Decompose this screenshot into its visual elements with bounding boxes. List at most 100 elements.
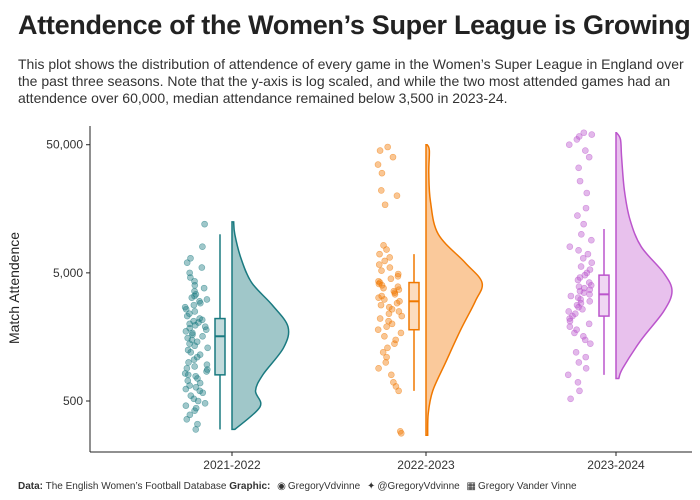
data-point <box>394 270 402 278</box>
data-point <box>183 415 191 423</box>
data-point <box>394 273 402 280</box>
data-point <box>204 344 211 352</box>
data-point <box>200 284 208 292</box>
data-point <box>186 382 193 389</box>
data-point <box>391 340 398 348</box>
data-point <box>191 277 198 285</box>
data-point <box>579 305 586 313</box>
caption-github-handle: GregoryVdvinne <box>287 481 361 492</box>
data-point <box>385 310 393 318</box>
data-point <box>588 236 595 244</box>
data-point <box>201 399 209 407</box>
data-point <box>577 299 585 307</box>
github-icon: ◉ <box>277 481 286 492</box>
caption-twitter-handle: @GregoryVdvinne <box>377 481 460 492</box>
data-point <box>192 291 200 298</box>
data-point <box>183 259 191 267</box>
data-point <box>377 187 385 194</box>
data-point <box>385 317 392 325</box>
data-point <box>575 359 583 366</box>
twitter-icon: ✦ <box>366 481 376 492</box>
data-point <box>376 250 383 258</box>
data-point <box>196 315 203 322</box>
data-point <box>397 429 405 437</box>
data-point <box>199 243 206 251</box>
data-point <box>577 263 585 270</box>
data-point <box>378 169 386 177</box>
data-point <box>191 308 199 315</box>
data-point <box>187 392 195 400</box>
data-point <box>393 192 401 200</box>
data-point <box>190 317 197 325</box>
data-point <box>384 143 391 151</box>
data-point <box>380 242 387 249</box>
data-point <box>187 254 194 262</box>
data-point <box>586 266 594 273</box>
data-point <box>390 378 397 386</box>
data-point <box>574 378 582 386</box>
density-half-violin <box>425 143 484 437</box>
data-point <box>567 395 574 403</box>
data-point <box>566 323 574 331</box>
x-tick-label: 2022-2023 <box>397 458 455 472</box>
chart-subtitle: This plot shows the distribution of atte… <box>18 56 684 106</box>
data-point <box>390 287 398 295</box>
data-point <box>582 204 590 212</box>
data-point <box>395 308 403 315</box>
data-point <box>576 177 584 185</box>
y-tick-label: 50,000 <box>46 138 83 152</box>
data-point <box>575 133 583 140</box>
data-point <box>572 348 580 356</box>
data-point <box>386 254 394 261</box>
data-point <box>580 129 588 137</box>
data-point <box>181 303 189 311</box>
data-point <box>396 428 404 435</box>
data-point <box>575 164 582 172</box>
data-point <box>394 283 402 290</box>
data-point <box>573 301 581 309</box>
data-point <box>588 131 596 138</box>
data-point <box>584 250 592 258</box>
linkedin-icon: ▦ <box>466 481 476 492</box>
data-point <box>203 296 211 303</box>
data-point <box>575 247 582 254</box>
data-point <box>580 220 587 228</box>
data-point <box>573 326 580 334</box>
data-point <box>194 420 201 428</box>
data-point <box>378 292 386 300</box>
data-point <box>387 275 395 283</box>
data-point <box>585 320 593 328</box>
x-tick-label: 2023-2024 <box>587 458 645 472</box>
data-point <box>392 336 399 344</box>
data-point <box>381 201 389 209</box>
data-point <box>381 257 389 265</box>
data-point <box>184 334 191 342</box>
density-half-violin <box>615 132 673 380</box>
data-point <box>185 359 192 366</box>
data-point <box>192 404 200 412</box>
data-point <box>375 294 382 302</box>
data-point <box>574 294 582 302</box>
data-point <box>184 346 192 354</box>
data-point <box>580 284 588 292</box>
data-point <box>377 301 385 309</box>
data-point <box>190 301 198 309</box>
data-point <box>566 243 574 251</box>
data-point <box>181 370 189 377</box>
data-point <box>582 364 590 372</box>
caption-linkedin-name: Gregory Vander Vinne <box>477 481 577 492</box>
data-point <box>186 411 194 419</box>
density-half-violin <box>231 221 290 431</box>
data-point <box>192 372 199 380</box>
data-point <box>376 315 384 322</box>
data-point <box>386 264 394 271</box>
data-point <box>565 308 573 315</box>
data-point <box>182 402 190 409</box>
data-point <box>583 189 591 197</box>
data-point <box>588 259 596 267</box>
data-point <box>194 375 201 382</box>
box-iqr <box>598 274 610 317</box>
data-point <box>586 297 594 305</box>
data-point <box>374 161 382 168</box>
